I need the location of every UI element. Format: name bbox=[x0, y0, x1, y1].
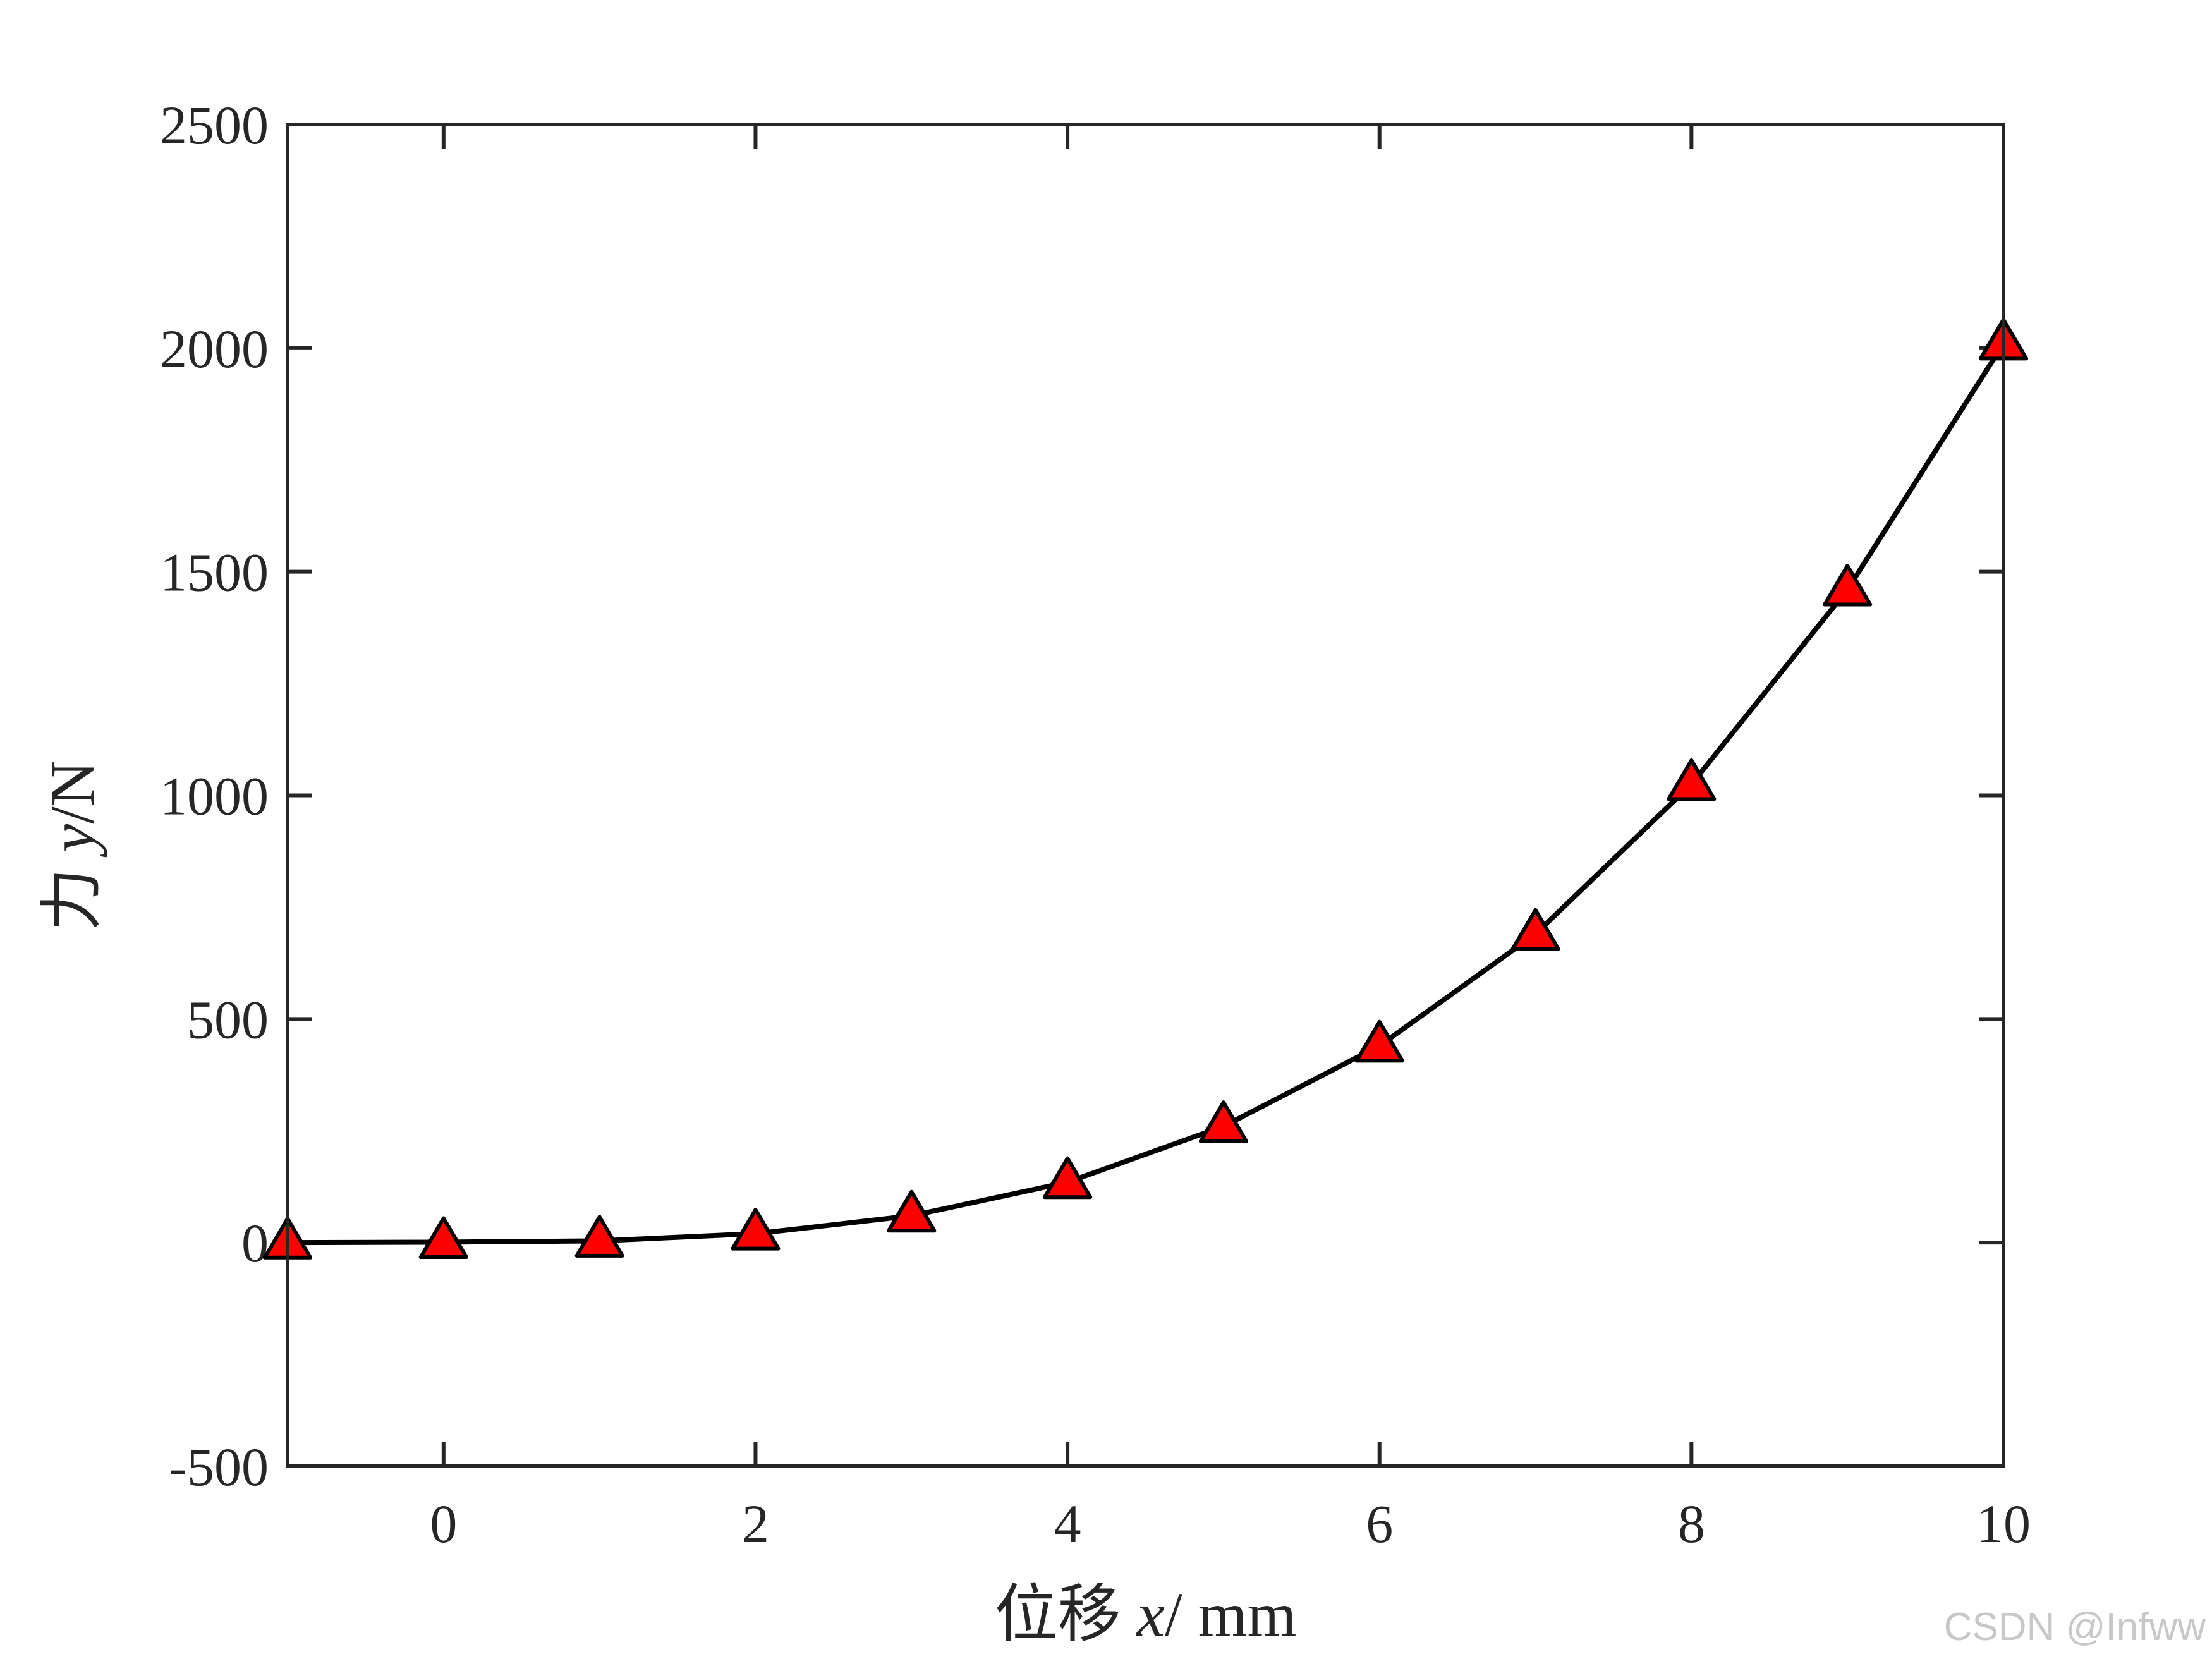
x-tick-label: 2 bbox=[742, 1493, 769, 1554]
series-layer bbox=[262, 317, 2029, 1260]
x-axis-title-unit: / mm bbox=[1165, 1579, 1296, 1650]
data-point bbox=[574, 1215, 624, 1258]
data-point bbox=[731, 1208, 781, 1251]
data-point bbox=[1042, 1156, 1093, 1200]
y-axis-title: 力 y/N bbox=[37, 761, 107, 931]
y-tick-label: 0 bbox=[241, 1213, 269, 1273]
x-axis-title-var: x bbox=[1136, 1579, 1165, 1650]
y-tick-label: 2000 bbox=[160, 319, 269, 379]
series-line bbox=[287, 342, 2006, 1246]
data-point bbox=[1198, 1100, 1249, 1143]
data-point bbox=[1354, 1019, 1404, 1063]
x-tick-label: 4 bbox=[1054, 1493, 1081, 1554]
x-axis-title: 位移 x/ mm bbox=[995, 1579, 1297, 1650]
y-axis-title-unit: /N bbox=[37, 761, 107, 824]
y-tick-label: 2500 bbox=[160, 95, 269, 155]
x-tick-label: 10 bbox=[1976, 1493, 2031, 1554]
data-point bbox=[1667, 758, 1717, 801]
y-tick-label: -500 bbox=[169, 1437, 269, 1497]
watermark: CSDN @Infww bbox=[1944, 1605, 2206, 1649]
y-tick-label: 500 bbox=[187, 989, 269, 1050]
tick-labels: 0 2 4 6 8 10 -500 0 500 1000 1500 2000 2500 bbox=[160, 95, 2031, 1554]
x-axis-title-prefix: 位移 bbox=[995, 1579, 1137, 1650]
x-tick-label: 0 bbox=[430, 1493, 457, 1554]
y-axis-title-prefix: 力 bbox=[37, 852, 107, 931]
y-tick-label: 1000 bbox=[160, 766, 269, 827]
x-tick-label: 8 bbox=[1678, 1493, 1705, 1554]
data-point bbox=[1510, 908, 1560, 951]
y-tick-label: 1500 bbox=[160, 542, 269, 603]
x-tick-label: 6 bbox=[1366, 1493, 1393, 1554]
y-axis-title-var: y bbox=[37, 823, 107, 858]
data-point bbox=[418, 1216, 468, 1260]
data-point bbox=[1823, 563, 1873, 607]
data-point bbox=[887, 1189, 937, 1233]
plot-frame bbox=[286, 123, 2005, 1468]
